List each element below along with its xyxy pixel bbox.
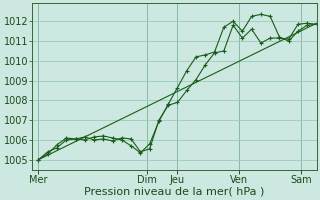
X-axis label: Pression niveau de la mer( hPa ): Pression niveau de la mer( hPa ) xyxy=(84,187,265,197)
